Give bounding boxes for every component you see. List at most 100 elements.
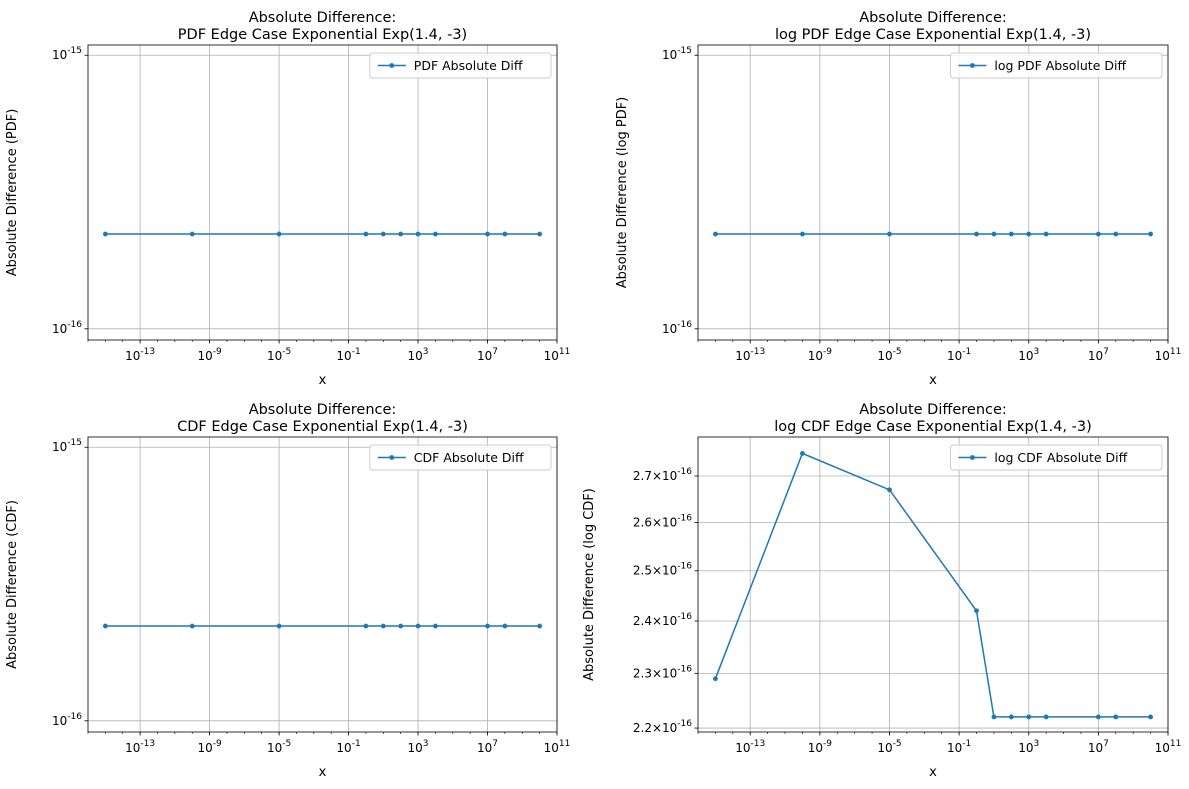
data-point — [363, 231, 369, 237]
x-tick-label: 10-13 — [125, 739, 155, 755]
y-axis-label: Absolute Difference (log CDF) — [582, 488, 597, 681]
data-point — [502, 231, 508, 237]
y-tick-label: 2.7×10-16 — [633, 467, 692, 483]
chart-panel-3: 10-13 10-9 10-5 10-1 103 107 1011 10-16 10-15 Abs… — [5, 402, 570, 780]
x-tick-label: 10-5 — [877, 739, 901, 755]
chart-title-line-1: Absolute Difference: — [249, 10, 397, 26]
data-point — [380, 231, 386, 237]
data-point — [502, 623, 508, 629]
data-point — [887, 231, 892, 237]
data-point — [537, 231, 543, 237]
y-tick-label: 2.4×10-16 — [633, 612, 692, 628]
x-tick-label: 10-13 — [125, 347, 155, 363]
y-tick-label: 2.3×10-16 — [633, 664, 692, 680]
data-point — [1148, 231, 1153, 237]
x-axis-label: x — [929, 373, 937, 388]
chart-title-line-1: Absolute Difference: — [249, 402, 397, 418]
chart-title-line-2: log PDF Edge Case Exponential Exp(1.4, -… — [775, 27, 1091, 43]
legend-marker — [970, 63, 975, 68]
data-point — [1026, 231, 1032, 237]
legend-label: log PDF Absolute Diff — [994, 58, 1126, 73]
data-point — [991, 714, 997, 720]
data-point — [713, 231, 718, 237]
y-tick-label: 10-15 — [52, 438, 82, 454]
data-point — [433, 231, 438, 237]
data-point — [991, 231, 997, 237]
legend-label: CDF Absolute Diff — [414, 450, 524, 465]
legend-label: PDF Absolute Diff — [414, 58, 523, 73]
x-tick-label: 103 — [1018, 347, 1039, 363]
data-point — [363, 623, 369, 629]
x-axis-label: x — [319, 765, 327, 780]
x-tick-label: 10-5 — [877, 347, 901, 363]
x-tick-label: 1011 — [1155, 739, 1182, 755]
data-point — [887, 487, 892, 493]
x-tick-label: 10-13 — [735, 739, 765, 755]
data-point — [974, 231, 979, 237]
chart-title-line-1: Absolute Difference: — [859, 402, 1007, 418]
data-point — [380, 623, 386, 629]
x-tick-label: 103 — [408, 347, 429, 363]
x-tick-label: 10-9 — [808, 347, 833, 363]
legend-marker — [970, 455, 975, 460]
chart-title-line-2: CDF Edge Case Exponential Exp(1.4, -3) — [177, 419, 468, 435]
data-point — [1113, 231, 1119, 237]
data-point — [189, 623, 195, 629]
x-tick-label: 103 — [408, 739, 429, 755]
plot-frame — [87, 436, 558, 733]
data-point — [433, 623, 438, 629]
data-point — [485, 623, 490, 629]
y-tick-label: 10-16 — [52, 712, 82, 728]
data-point — [189, 231, 195, 237]
y-tick-label: 2.5×10-16 — [633, 562, 692, 578]
data-point — [1008, 231, 1014, 237]
data-point — [800, 231, 805, 237]
x-axis-label: x — [929, 765, 937, 780]
x-tick-label: 10-1 — [947, 739, 971, 755]
chart-panel-4: 10-13 10-9 10-5 10-1 103 107 1011 2.2×10-16 2.3×… — [582, 402, 1181, 780]
y-tick-label: 10-16 — [662, 320, 692, 336]
x-tick-label: 1011 — [1155, 347, 1182, 363]
x-tick-label: 10-9 — [197, 347, 222, 363]
y-tick-label: 10-15 — [662, 46, 692, 62]
data-point — [102, 623, 108, 629]
plot-frame — [87, 44, 558, 341]
legend-box — [369, 52, 552, 79]
legend-box — [369, 444, 552, 471]
series-line — [714, 452, 1151, 718]
x-tick-label: 1011 — [544, 347, 571, 363]
data-point — [1148, 714, 1153, 720]
data-point — [398, 231, 404, 237]
x-tick-label: 10-1 — [947, 347, 971, 363]
y-tick-label: 2.2×10-16 — [633, 719, 692, 735]
x-tick-label: 10-9 — [197, 739, 222, 755]
plot-frame — [697, 436, 1169, 733]
y-tick-label: 10-16 — [52, 320, 82, 336]
chart-panel-2: 10-13 10-9 10-5 10-1 103 107 1011 10-16 10-15 Abs… — [615, 10, 1181, 388]
y-axis-label: Absolute Difference (PDF) — [5, 109, 20, 277]
legend-marker — [389, 63, 395, 68]
x-tick-label: 107 — [1088, 739, 1109, 755]
data-point — [276, 623, 282, 629]
data-point — [1095, 231, 1101, 237]
x-axis-label: x — [319, 373, 327, 388]
x-tick-label: 107 — [477, 739, 498, 755]
data-point — [1008, 714, 1014, 720]
data-point — [974, 608, 979, 614]
data-point — [415, 623, 421, 629]
legend-box — [949, 444, 1163, 471]
x-tick-label: 107 — [477, 347, 498, 363]
data-point — [276, 231, 282, 237]
chart-title-line-2: PDF Edge Case Exponential Exp(1.4, -3) — [178, 27, 467, 43]
x-tick-label: 10-13 — [735, 347, 765, 363]
data-point — [1095, 714, 1101, 720]
data-point — [537, 623, 543, 629]
x-tick-label: 10-1 — [336, 739, 360, 755]
data-point — [1026, 714, 1032, 720]
data-point — [1113, 714, 1119, 720]
x-tick-label: 10-1 — [336, 347, 360, 363]
y-axis-label: Absolute Difference (log PDF) — [615, 97, 630, 289]
chart-title-line-1: Absolute Difference: — [859, 10, 1007, 26]
data-point — [1043, 231, 1049, 237]
